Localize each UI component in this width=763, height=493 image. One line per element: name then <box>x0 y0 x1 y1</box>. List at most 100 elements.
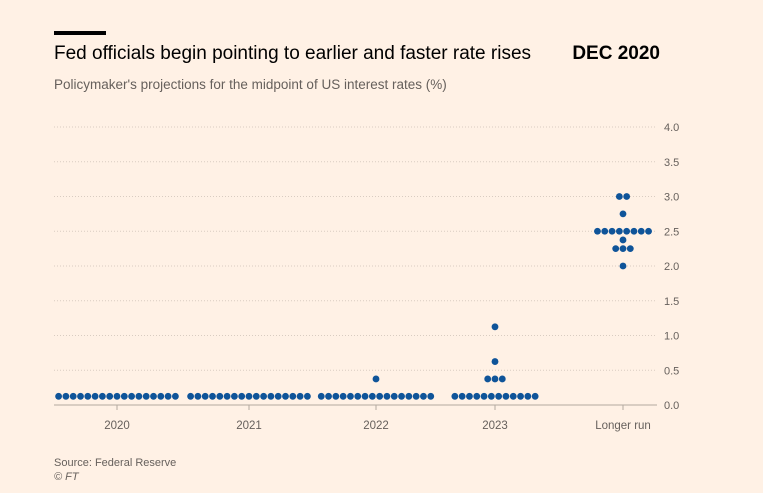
period-label: DEC 2020 <box>572 43 660 64</box>
projection-dot <box>498 375 506 383</box>
projection-dot <box>106 392 114 400</box>
projection-dot <box>55 392 62 400</box>
projection-dot <box>480 392 488 400</box>
x-tick-label: 2021 <box>236 420 262 432</box>
projection-dot <box>619 262 627 270</box>
projection-dot <box>332 392 340 400</box>
projection-dot <box>238 392 246 400</box>
projection-dot <box>172 392 179 400</box>
projection-dot <box>368 392 376 400</box>
projection-dot <box>495 392 503 400</box>
projection-dot <box>420 392 427 400</box>
projection-dot <box>487 392 495 400</box>
projection-dot <box>412 392 420 400</box>
projection-dot <box>524 392 532 400</box>
projection-dot <box>135 392 143 400</box>
projection-dot <box>601 227 609 235</box>
y-tick-label: 2.0 <box>664 261 679 273</box>
projection-dot <box>466 392 473 400</box>
projection-dot <box>209 392 216 400</box>
projection-dot <box>289 392 297 400</box>
projection-dot <box>376 392 384 400</box>
x-tick-label: Longer run <box>595 420 651 432</box>
projection-dot <box>120 392 128 400</box>
projection-dot <box>619 210 627 218</box>
projection-dot <box>223 392 231 400</box>
projection-dot <box>354 392 362 400</box>
projection-dot <box>260 392 267 400</box>
y-tick-label: 1.5 <box>664 296 679 308</box>
y-tick-label: 0.5 <box>664 365 679 377</box>
projection-dot <box>113 392 121 400</box>
projection-dot <box>194 392 202 400</box>
projection-dot <box>458 392 466 400</box>
y-tick-label: 0.0 <box>664 400 679 412</box>
x-tick-label: 2023 <box>482 420 508 432</box>
projection-dot <box>164 392 172 400</box>
projection-dot <box>274 392 282 400</box>
projection-dot <box>99 392 106 400</box>
projection-dot <box>231 392 238 400</box>
projection-dot <box>157 392 165 400</box>
projection-dot <box>62 392 70 400</box>
projection-dot <box>390 392 398 400</box>
x-tick-label: 2020 <box>104 420 130 432</box>
projection-dot <box>296 392 304 400</box>
projection-dot <box>150 392 157 400</box>
projection-dot <box>491 323 499 331</box>
chart-subtitle: Policymaker's projections for the midpoi… <box>54 77 447 92</box>
projection-dot <box>427 392 435 400</box>
projection-dot <box>339 392 347 400</box>
projection-dot <box>637 227 645 235</box>
projection-dot <box>69 392 77 400</box>
top-rule <box>54 31 106 35</box>
projection-dot <box>630 227 638 235</box>
chart-title: Fed officials begin pointing to earlier … <box>54 43 532 64</box>
source-note: Source: Federal Reserve <box>54 457 177 469</box>
y-tick-label: 4.0 <box>664 122 679 134</box>
projection-dot <box>325 392 332 400</box>
projection-dot <box>216 392 224 400</box>
projection-dot <box>623 227 631 235</box>
projection-dot <box>361 392 369 400</box>
projection-dot <box>484 375 492 383</box>
projection-dot <box>128 392 136 400</box>
projection-dot <box>304 392 311 400</box>
y-tick-label: 1.0 <box>664 331 679 343</box>
projection-dot <box>594 227 601 235</box>
projection-dot <box>531 392 539 400</box>
x-tick-label: 2022 <box>363 420 389 432</box>
projection-dot <box>626 245 634 253</box>
projection-dot <box>405 392 413 400</box>
projection-dot <box>473 392 481 400</box>
projection-dot <box>383 392 391 400</box>
ft-credit: © FT <box>54 471 79 483</box>
projection-dot <box>282 392 289 400</box>
projection-dot <box>608 227 616 235</box>
projection-dot <box>252 392 260 400</box>
projection-dot <box>201 392 209 400</box>
projection-dot <box>645 227 652 235</box>
y-tick-label: 3.5 <box>664 157 679 169</box>
projection-dot <box>509 392 517 400</box>
projection-dot <box>398 392 405 400</box>
projection-dot <box>517 392 524 400</box>
projection-dot <box>187 392 195 400</box>
projection-dot <box>91 392 99 400</box>
projection-dot <box>619 236 627 244</box>
projection-dot <box>372 375 380 383</box>
y-tick-label: 2.5 <box>664 226 679 238</box>
projection-dot <box>491 375 499 383</box>
y-tick-label: 3.0 <box>664 192 679 204</box>
projection-dot <box>347 392 354 400</box>
projection-dot <box>623 193 631 200</box>
projection-dot <box>267 392 275 400</box>
projection-dot <box>317 392 325 400</box>
projection-dot <box>615 227 623 235</box>
projection-dot <box>451 392 459 400</box>
projection-dot <box>77 392 84 400</box>
projection-dot <box>619 245 627 253</box>
projection-dot <box>491 358 499 365</box>
projection-dot <box>84 392 92 400</box>
